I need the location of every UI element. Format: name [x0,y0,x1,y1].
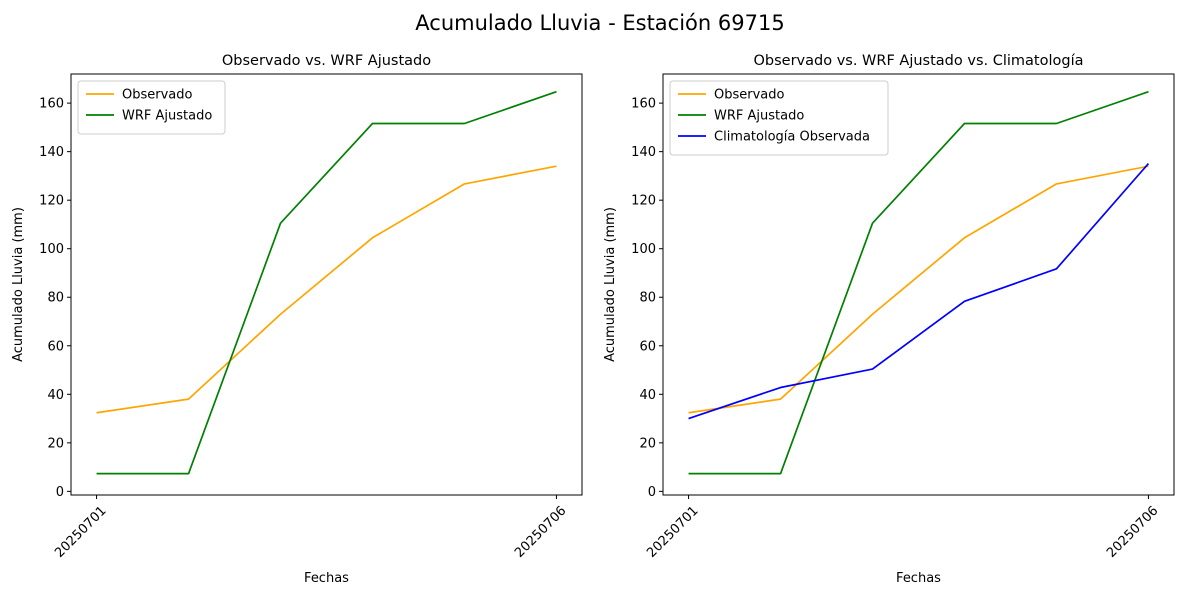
y-tick-label: 120 [39,194,64,209]
y-axis-label: Acumulado Lluvia (mm) [603,207,618,362]
y-tick-label: 20 [639,436,656,451]
legend-box [669,80,889,156]
chart-title: Observado vs. WRF Ajustado vs. Climatolo… [754,53,1084,69]
y-tick-label: 140 [631,145,656,160]
y-tick-label: 80 [639,291,656,306]
y-tick-label: 160 [631,97,656,112]
legend-label: Climatología Observada [714,130,870,145]
chart-left: Observado vs. WRF Ajustado 0 20 40 60 80 100 12… [11,53,583,586]
y-tick-label: 160 [39,97,64,112]
y-tick-label: 140 [39,145,64,160]
legend-label: WRF Ajustado [122,109,212,124]
y-tick-label: 100 [39,242,64,257]
axes-frame [662,73,1175,496]
y-tick-label: 20 [47,436,64,451]
x-tick-label: 20250706 [512,503,569,560]
y-tick-label: 60 [639,339,656,354]
series-line [96,90,557,475]
legend-box [77,80,226,135]
series-line [688,162,1150,420]
y-tick-label: 40 [47,388,64,403]
y-tick-label: 100 [631,242,656,257]
legend-label: Observado [714,88,785,103]
series-line [96,165,557,414]
legend-label: Observado [122,88,193,103]
y-tick-label: 40 [639,388,656,403]
x-tick-label: 20250701 [644,503,701,560]
y-tick-label: 0 [56,485,64,500]
chart-right: Observado vs. WRF Ajustado vs. Climatolo… [603,53,1175,586]
series-line [688,90,1149,475]
x-axis-label: Fechas [896,571,941,586]
x-tick-label: 20250706 [1104,503,1161,560]
figure-title: Acumulado Lluvia - Estación 69715 [415,11,784,35]
x-axis-label: Fechas [304,571,349,586]
chart-title: Observado vs. WRF Ajustado [222,53,431,69]
y-tick-label: 80 [47,291,64,306]
y-tick-label: 0 [648,485,656,500]
y-axis-label: Acumulado Lluvia (mm) [11,207,26,362]
axes-frame [70,73,583,496]
y-tick-label: 60 [47,339,64,354]
y-tick-label: 120 [631,194,656,209]
series-line [688,165,1149,414]
x-tick-label: 20250701 [52,503,109,560]
legend-label: WRF Ajustado [714,109,804,124]
